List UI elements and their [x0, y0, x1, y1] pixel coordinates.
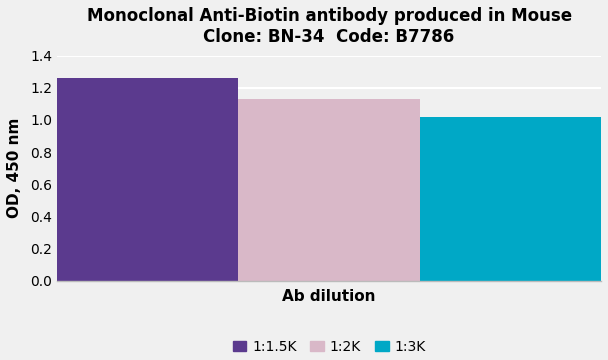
Title: Monoclonal Anti-Biotin antibody produced in Mouse
Clone: BN-34  Code: B7786: Monoclonal Anti-Biotin antibody produced… — [86, 7, 572, 46]
Bar — [238, 99, 420, 281]
Legend: 1:1.5K, 1:2K, 1:3K: 1:1.5K, 1:2K, 1:3K — [227, 334, 431, 359]
X-axis label: Ab dilution: Ab dilution — [282, 289, 376, 304]
Y-axis label: OD, 450 nm: OD, 450 nm — [7, 118, 22, 219]
Bar — [420, 117, 601, 281]
Bar — [57, 78, 238, 281]
